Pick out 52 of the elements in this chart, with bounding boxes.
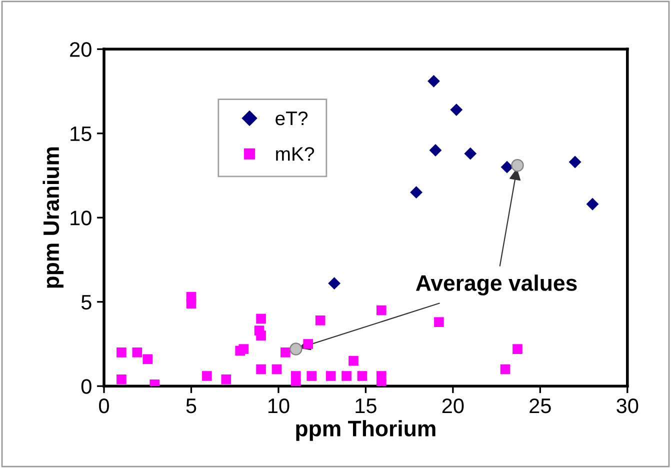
x-tick-label: 10 [268, 398, 290, 414]
legend-label: mK? [276, 147, 314, 161]
point [376, 305, 386, 316]
point [315, 315, 326, 326]
point [132, 347, 142, 358]
point [303, 339, 314, 349]
x-tick-label: 30 [616, 398, 638, 414]
x-tick-label: 15 [356, 398, 376, 414]
y-tick-label: 5 [81, 295, 92, 310]
point [348, 356, 358, 366]
annotation: Average values [416, 274, 577, 296]
point [500, 160, 514, 174]
y-tick-label: 15 [70, 126, 92, 142]
point [290, 342, 302, 356]
point [116, 374, 126, 384]
y-axis-title: ppm Uranium [42, 147, 64, 288]
point [326, 371, 336, 381]
point [450, 104, 463, 116]
point [186, 298, 196, 308]
point [280, 347, 290, 358]
x-tick-label: 0 [99, 398, 109, 414]
point [586, 198, 599, 210]
point [142, 354, 153, 364]
x-tick-label: 5 [186, 398, 196, 414]
y-tick-label: 0 [81, 379, 92, 394]
point [221, 374, 232, 384]
y-tick-label: 20 [70, 42, 92, 57]
point [357, 371, 368, 381]
point [272, 364, 282, 374]
point [342, 371, 352, 381]
point [410, 186, 422, 199]
point [512, 344, 522, 354]
point [500, 364, 510, 374]
point [428, 74, 440, 88]
point [328, 277, 341, 290]
point [256, 330, 266, 340]
y-tick-label: 10 [70, 210, 92, 226]
point [568, 156, 582, 168]
x-axis-title: ppm Thorium [296, 420, 436, 441]
point [256, 364, 266, 374]
legend-label: eT? [276, 111, 308, 126]
point [464, 147, 477, 160]
point [256, 314, 266, 324]
point [202, 371, 212, 381]
point [434, 317, 444, 327]
x-tick-label: 20 [442, 398, 464, 414]
point [429, 144, 442, 156]
point [116, 347, 126, 358]
x-tick-label: 25 [530, 398, 551, 414]
point [306, 371, 317, 381]
point [511, 159, 524, 172]
point [238, 344, 248, 354]
